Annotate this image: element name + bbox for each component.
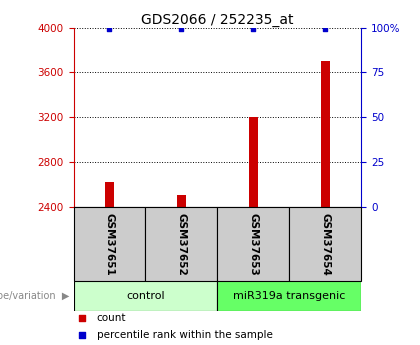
Text: miR319a transgenic: miR319a transgenic (233, 291, 346, 301)
Point (79, 315, 86, 321)
FancyBboxPatch shape (218, 207, 289, 281)
Text: percentile rank within the sample: percentile rank within the sample (97, 331, 273, 340)
FancyBboxPatch shape (74, 281, 218, 310)
FancyBboxPatch shape (74, 207, 145, 281)
Bar (105, 182, 114, 207)
Text: GSM37651: GSM37651 (105, 213, 115, 276)
Text: count: count (97, 313, 126, 323)
Title: GDS2066 / 252235_at: GDS2066 / 252235_at (141, 12, 294, 27)
FancyBboxPatch shape (145, 207, 218, 281)
FancyBboxPatch shape (289, 207, 361, 281)
Point (250, 27, 257, 32)
Bar (177, 195, 186, 207)
Bar (321, 61, 330, 207)
FancyBboxPatch shape (218, 281, 361, 310)
Point (79, 333, 86, 338)
Point (106, 27, 113, 32)
Text: GSM37653: GSM37653 (248, 213, 258, 276)
Text: genotype/variation  ▶: genotype/variation ▶ (0, 291, 69, 301)
Text: GSM37654: GSM37654 (320, 213, 330, 276)
Text: GSM37652: GSM37652 (176, 213, 186, 276)
Point (322, 27, 328, 32)
Point (178, 27, 185, 32)
Bar (249, 117, 257, 207)
Text: control: control (126, 291, 165, 301)
